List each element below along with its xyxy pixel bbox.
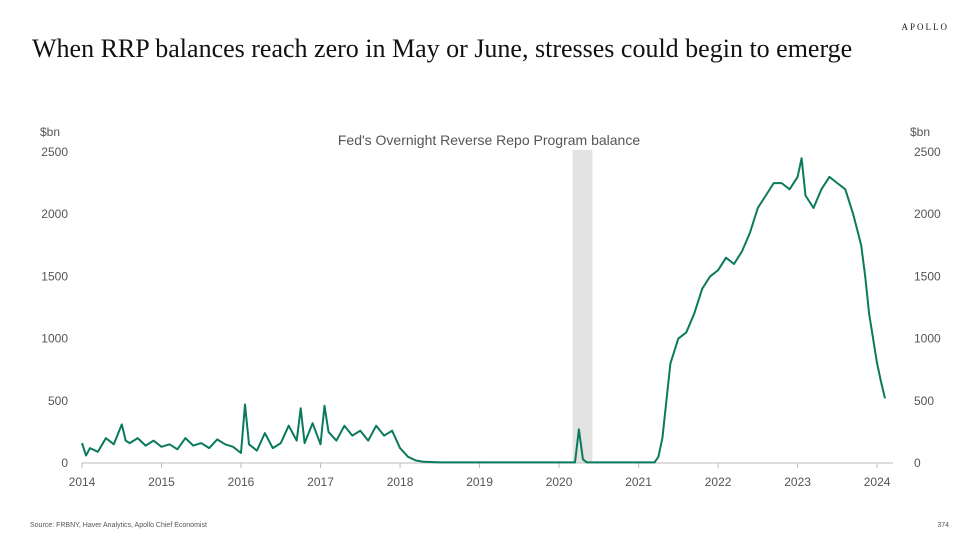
y-tick-label-left: 1000 bbox=[41, 332, 68, 346]
x-tick-label: 2020 bbox=[546, 475, 573, 489]
x-tick-label: 2024 bbox=[864, 475, 891, 489]
x-tick-label: 2015 bbox=[148, 475, 175, 489]
chart-title: Fed's Overnight Reverse Repo Program bal… bbox=[338, 132, 640, 148]
y-tick-label-right: 2500 bbox=[914, 145, 941, 159]
y-tick-label-left: 2500 bbox=[41, 145, 68, 159]
series-line-rrp-balance bbox=[81, 157, 886, 464]
y-tick-label-left: 500 bbox=[48, 394, 68, 408]
x-tick-label: 2019 bbox=[466, 475, 493, 489]
x-tick-label: 2021 bbox=[625, 475, 652, 489]
x-tick-label: 2017 bbox=[307, 475, 334, 489]
page-number: 374 bbox=[937, 522, 949, 529]
y-axis-unit-left: $bn bbox=[40, 125, 60, 139]
shaded-period-band bbox=[572, 150, 593, 463]
source-note: Source: FRBNY, Haver Analytics, Apollo C… bbox=[30, 522, 207, 529]
x-tick-label: 2016 bbox=[228, 475, 255, 489]
y-axis-unit-right: $bn bbox=[910, 125, 930, 139]
y-tick-label-left: 0 bbox=[61, 456, 68, 470]
x-tick-label: 2022 bbox=[705, 475, 732, 489]
x-tick-label: 2023 bbox=[784, 475, 811, 489]
y-tick-label-right: 500 bbox=[914, 394, 934, 408]
y-axis-right: 0 500 1000 1500 2000 2500 bbox=[914, 145, 941, 470]
y-tick-label-right: 1500 bbox=[914, 269, 941, 283]
y-tick-label-right: 0 bbox=[914, 456, 921, 470]
y-tick-label-right: 2000 bbox=[914, 207, 941, 221]
brand-logo: APOLLO bbox=[901, 22, 949, 32]
y-axis-left: 0 500 1000 1500 2000 2500 bbox=[41, 145, 68, 470]
y-tick-label-left: 2000 bbox=[41, 207, 68, 221]
y-tick-label-right: 1000 bbox=[914, 332, 941, 346]
x-axis: 2014 2015 2016 2017 2018 2019 2020 2021 2022 2023… bbox=[69, 463, 891, 489]
y-tick-label-left: 1500 bbox=[41, 269, 68, 283]
page-title: When RRP balances reach zero in May or J… bbox=[32, 34, 853, 63]
x-tick-label: 2018 bbox=[387, 475, 414, 489]
x-tick-label: 2014 bbox=[69, 475, 96, 489]
